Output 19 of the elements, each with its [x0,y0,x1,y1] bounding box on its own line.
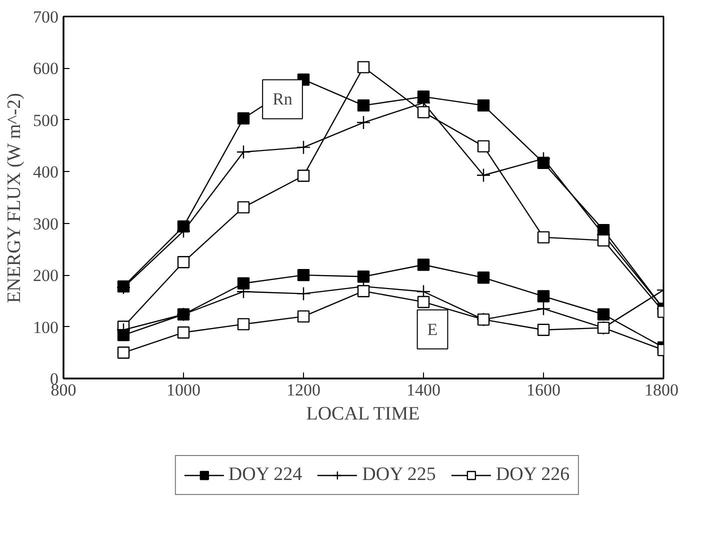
x-tick-label: 1400 [406,380,440,400]
annotation: Rn [272,90,293,109]
legend-label: DOY 226 [496,464,570,486]
y-tick-label: 700 [33,8,58,26]
x-tick-label: 1800 [644,380,678,400]
annotation: E [427,320,438,339]
x-tick-label: 1200 [286,380,320,400]
y-tick-label: 400 [33,162,58,182]
y-tick-label: 500 [33,110,58,130]
y-tick-label: 600 [33,59,58,78]
y-axis-title: ENERGY FLUX (W m^-2) [4,93,25,304]
y-tick-label: 100 [33,318,58,337]
y-tick-label: 300 [33,214,58,234]
legend-label: DOY 224 [228,464,302,486]
x-tick-label: 1600 [526,380,560,400]
x-tick-label: 1000 [166,380,200,400]
x-axis-title: LOCAL TIME [306,404,420,424]
legend-label: DOY 225 [362,464,436,486]
y-tick-label: 200 [33,266,58,286]
